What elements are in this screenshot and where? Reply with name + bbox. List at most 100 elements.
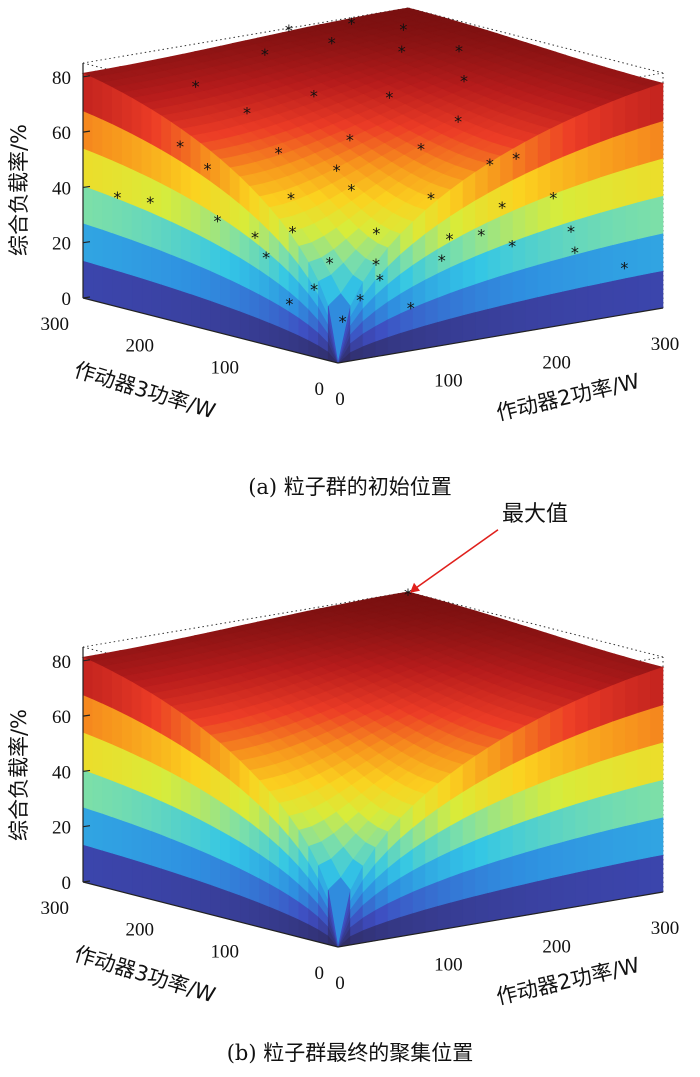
particle-marker: * <box>438 251 446 270</box>
x-axis-label: 作动器2功率/W <box>494 369 642 425</box>
z-tick-mark <box>82 769 91 773</box>
y-tick-label: 100 <box>211 941 240 962</box>
z-tick-mark <box>82 185 91 189</box>
particle-marker: * <box>512 149 520 168</box>
z-tick-mark <box>82 659 91 662</box>
particle-marker: * <box>385 88 393 107</box>
particle-marker: * <box>454 112 462 131</box>
x-tick-label: 0 <box>335 389 345 410</box>
z-tick-label: 80 <box>52 652 71 673</box>
x-axis-label: 作动器2功率/W <box>494 953 642 1009</box>
axes: 0 20 40 60 80 0 100 200 300 0 100 200 300 <box>41 63 680 410</box>
particle-marker: * <box>285 21 293 40</box>
surface-walls <box>82 72 664 364</box>
annotation-label: 最大值 <box>502 502 568 527</box>
particle-marker: * <box>567 222 575 241</box>
z-tick-label: 20 <box>52 818 71 839</box>
particle-marker: * <box>549 188 557 207</box>
chart-panel-a: 0 20 40 60 80 0 100 200 300 0 100 200 300 综合负载率/% 作动器2… <box>7 7 680 499</box>
particle-marker: * <box>333 161 341 180</box>
particle-marker: * <box>372 224 380 243</box>
x-tick-label: 300 <box>651 918 680 939</box>
particle-marker: * <box>261 45 269 64</box>
particle-markers: *** ** *** * * * *** * * ******* ******* ****** ****… <box>113 14 628 331</box>
particle-marker: * <box>446 230 454 249</box>
particle-marker: * <box>407 298 415 317</box>
particle-marker: * <box>251 228 259 247</box>
x-tick-label: 200 <box>542 936 571 957</box>
surface <box>81 591 665 948</box>
particle-marker: * <box>348 14 356 33</box>
z-tick-label: 60 <box>52 707 71 728</box>
particle-marker: * <box>399 20 407 39</box>
x-tick-label: 300 <box>651 334 680 355</box>
x-tick-label: 200 <box>542 352 571 373</box>
y-tick-label: 0 <box>315 379 325 400</box>
particle-marker: * <box>346 130 354 149</box>
particle-marker: * <box>146 193 154 212</box>
z-tick-label: 0 <box>62 289 72 310</box>
panel-caption: (b) 粒子群最终的聚集位置 <box>227 1041 474 1065</box>
z-tick-mark <box>82 241 91 244</box>
particle-marker: * <box>427 189 435 208</box>
z-tick-label: 60 <box>52 123 71 144</box>
y-tick-label: 300 <box>41 314 70 335</box>
particle-marker: * <box>192 77 200 96</box>
z-tick-label: 20 <box>52 234 71 255</box>
chart-panel-b: 0 20 40 60 80 0 100 200 300 0 100 200 300 综合负载率/% 作动器2… <box>7 502 679 1065</box>
z-tick-mark <box>82 130 91 133</box>
z-tick-label: 40 <box>52 762 71 783</box>
axes: 0 20 40 60 80 0 100 200 300 0 100 200 300 <box>41 647 680 994</box>
particle-marker: * <box>328 34 336 53</box>
particle-marker: * <box>460 72 468 91</box>
particle-markers: * <box>404 585 412 604</box>
z-axis-label: 综合负载率/% <box>7 709 31 841</box>
particle-marker: * <box>571 243 579 262</box>
panel-caption: (a) 粒子群的初始位置 <box>248 475 452 499</box>
x-axis <box>337 307 664 364</box>
particle-marker: * <box>113 188 121 207</box>
particle-marker: * <box>214 212 222 231</box>
z-tick-mark <box>82 825 91 828</box>
x-tick-label: 100 <box>434 955 463 976</box>
annotation-arrowhead <box>410 582 420 593</box>
surface <box>81 7 665 364</box>
particle-marker: * <box>275 144 283 163</box>
particle-marker: * <box>243 103 251 122</box>
y-axis-label: 作动器3功率/W <box>71 942 218 1008</box>
particle-marker: * <box>339 312 347 331</box>
x-axis <box>337 891 664 948</box>
particle-marker: * <box>262 248 270 267</box>
particle-marker: * <box>455 41 463 60</box>
particle-marker: * <box>285 295 293 314</box>
z-tick-label: 0 <box>62 873 72 894</box>
y-tick-label: 0 <box>315 963 325 984</box>
z-tick-label: 40 <box>52 178 71 199</box>
y-tick-label: 200 <box>126 920 155 941</box>
x-tick-label: 0 <box>335 973 345 994</box>
z-tick-mark <box>82 714 91 717</box>
z-tick-label: 80 <box>52 68 71 89</box>
y-axis <box>82 297 339 364</box>
annotation-arrow <box>411 529 499 592</box>
particle-marker: * <box>176 137 184 156</box>
particle-marker: * <box>347 181 355 200</box>
particle-marker: * <box>620 259 628 278</box>
particle-marker: * <box>204 159 212 178</box>
particle-marker: * <box>404 585 412 604</box>
x-tick-label: 100 <box>434 371 463 392</box>
particle-marker: * <box>326 254 334 273</box>
z-tick-mark <box>82 880 91 883</box>
particle-marker: * <box>376 271 384 290</box>
surface-walls <box>82 656 664 948</box>
particle-marker: * <box>310 86 318 105</box>
particle-marker: * <box>398 42 406 61</box>
particle-marker: * <box>508 236 516 255</box>
y-axis-label: 作动器3功率/W <box>71 358 218 424</box>
z-tick-mark <box>82 75 91 78</box>
particle-marker: * <box>310 280 318 299</box>
z-axis-label: 综合负载率/% <box>7 124 31 256</box>
y-tick-label: 100 <box>211 357 240 378</box>
particle-marker: * <box>417 139 425 158</box>
